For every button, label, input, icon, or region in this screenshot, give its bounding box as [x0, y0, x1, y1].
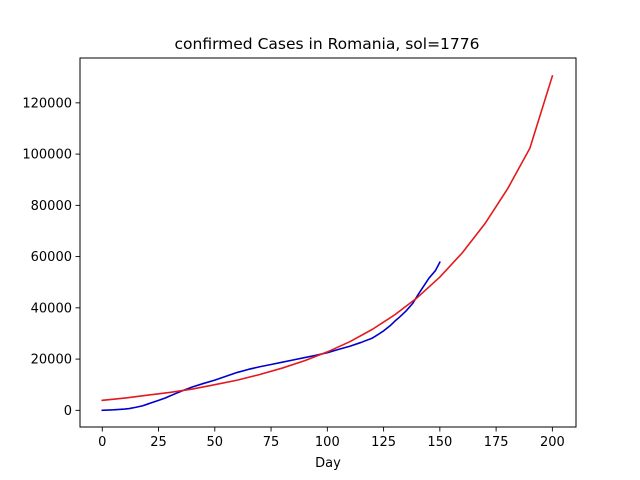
y-tick-label: 120000	[22, 96, 72, 111]
x-axis-label: Day	[315, 456, 341, 471]
y-tick-label: 20000	[31, 353, 72, 368]
plot-series-layer	[101, 74, 554, 412]
y-tick-label: 60000	[31, 250, 72, 265]
plot-frame	[79, 57, 577, 428]
x-tick-label: 150	[427, 435, 452, 450]
x-tick-label: 100	[315, 435, 340, 450]
x-axis: 0 25 50 75 100 125 150 175 200	[98, 427, 565, 450]
x-tick-label: 200	[540, 435, 565, 450]
y-tick-label: 40000	[31, 301, 72, 316]
x-tick-label: 50	[207, 435, 224, 450]
chart-title: confirmed Cases in Romania, sol=1776	[174, 35, 479, 53]
y-tick-label: 0	[64, 404, 72, 419]
series-line-1	[101, 261, 441, 412]
x-tick-label: 75	[263, 435, 280, 450]
series-line-2	[101, 74, 554, 402]
y-axis: 0 20000 40000 60000 80000 100000 120000	[22, 96, 80, 419]
x-tick-label: 25	[150, 435, 167, 450]
y-tick-label: 80000	[31, 199, 72, 214]
x-tick-label: 175	[484, 435, 509, 450]
x-tick-label: 125	[371, 435, 396, 450]
y-tick-label: 100000	[22, 148, 72, 163]
x-tick-label: 0	[98, 435, 106, 450]
